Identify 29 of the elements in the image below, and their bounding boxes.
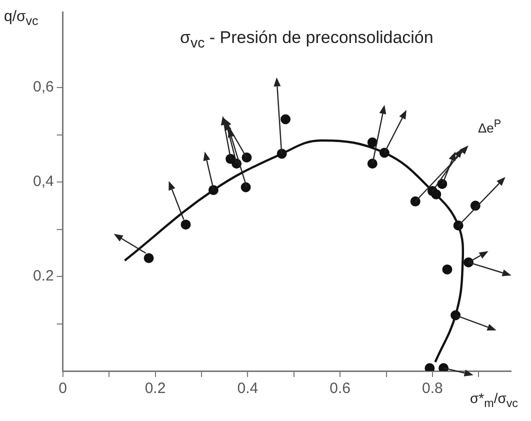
point — [410, 196, 420, 206]
annotation: Δe$^{P}$ — [478, 118, 502, 136]
x-tick-label: 0 — [58, 380, 68, 398]
x-tick-label: 0.6 — [330, 380, 350, 398]
y-tick-label: 0,4 — [32, 173, 54, 190]
point — [442, 264, 452, 274]
point — [242, 152, 252, 162]
x-tick-label: 0.2 — [144, 380, 166, 398]
point — [424, 363, 435, 371]
point — [450, 310, 461, 320]
y-axis-title: q/σ$_{vc}$ — [4, 8, 38, 28]
x-tick-label: 0.4 — [237, 380, 258, 398]
y-tick-label: 0,6 — [32, 78, 54, 96]
point — [280, 114, 291, 124]
x-tick-label: 0.8 — [422, 380, 443, 398]
point — [367, 137, 378, 148]
point — [438, 363, 449, 371]
point — [453, 220, 464, 231]
point — [431, 189, 442, 200]
point — [367, 158, 378, 169]
x-axis-title: σ*$_{m}$/σ$_{vc}$ — [470, 390, 518, 410]
point — [144, 253, 154, 264]
point — [208, 185, 218, 196]
point — [379, 148, 390, 158]
y-tick-label: 0.2 — [32, 268, 54, 285]
text: σ$_{vc}$ - Presión de preconsolidación — [180, 28, 434, 52]
point — [276, 148, 287, 159]
point — [240, 182, 251, 192]
point — [180, 220, 191, 230]
